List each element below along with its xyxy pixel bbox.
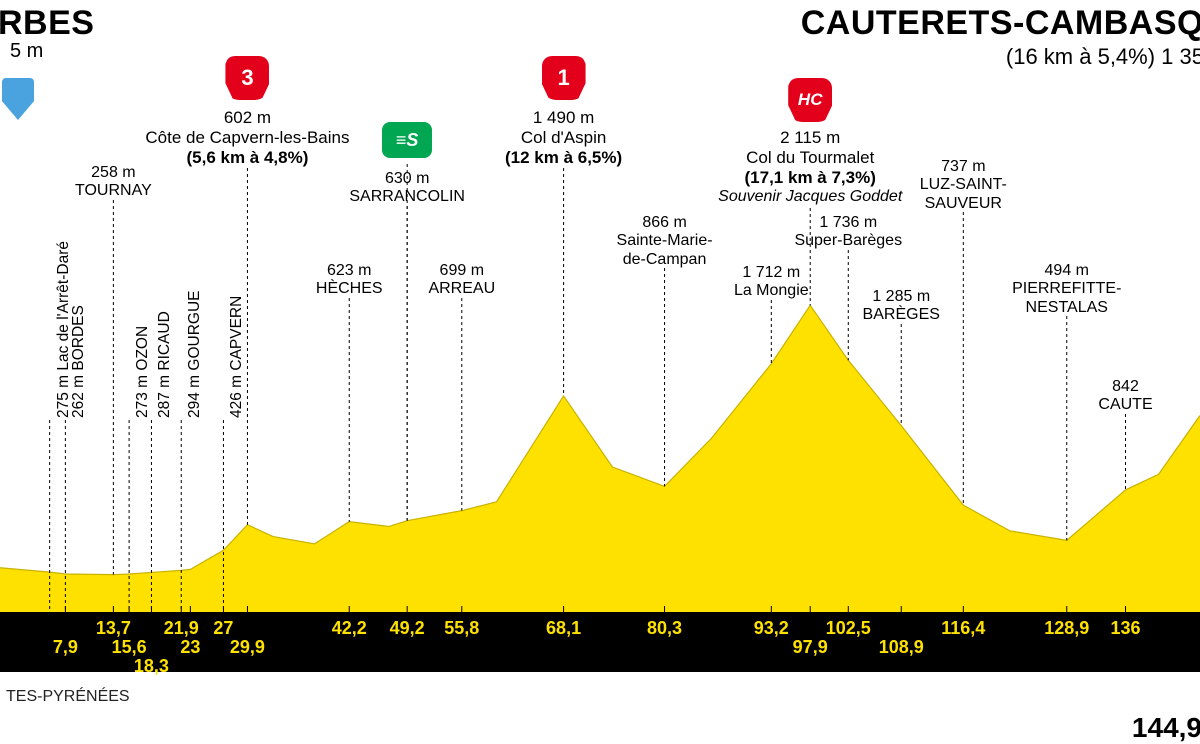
waypoint-7: 1 285 mBARÈGES — [821, 288, 981, 325]
start-city-title: RBES — [0, 4, 94, 43]
km-marker-3: 18,3 — [123, 656, 179, 677]
km-marker-5: 23 — [162, 637, 218, 658]
km-marker-1: 13,7 — [85, 618, 141, 639]
km-marker-12: 80,3 — [637, 618, 693, 639]
waypoint-3: 699 mARREAU — [382, 262, 542, 299]
km-marker-15: 102,5 — [820, 618, 876, 639]
total-distance: 144,9 — [1132, 712, 1200, 744]
finish-sub: (16 km à 5,4%) 1 35 — [1006, 44, 1200, 70]
km-marker-6: 27 — [195, 618, 251, 639]
km-marker-16: 108,9 — [873, 637, 929, 658]
km-marker-7: 29,9 — [219, 637, 275, 658]
vertical-town-1: 262 m BORDES — [70, 305, 88, 418]
climb-badge-0: 3 — [225, 56, 269, 100]
waypoint-10: 842CAUTE — [1046, 378, 1200, 415]
waypoint-0: 258 mTOURNAY — [33, 164, 193, 201]
climb-badge-1: 1 — [542, 56, 586, 100]
km-marker-9: 49,2 — [379, 618, 435, 639]
climb-label-0: 602 mCôte de Capvern-les-Bains(5,6 km à … — [117, 108, 377, 168]
climb-badge-2: HC — [788, 78, 832, 122]
vertical-town-4: 294 m GOURGUE — [186, 291, 204, 418]
vertical-town-5: 426 m CAPVERN — [228, 296, 246, 418]
vertical-town-2: 273 m OZON — [134, 326, 152, 418]
km-marker-14: 97,9 — [782, 637, 838, 658]
waypoint-6: 1 736 mSuper-Barèges — [768, 214, 928, 251]
waypoint-4: 866 mSainte-Marie-de-Campan — [585, 214, 745, 269]
km-marker-11: 68,1 — [536, 618, 592, 639]
vertical-town-3: 287 m RICAUD — [156, 311, 174, 418]
climb-label-1: 1 490 mCol d'Aspin(12 km à 6,5%) — [434, 108, 694, 168]
km-marker-10: 55,8 — [434, 618, 490, 639]
km-marker-8: 42,2 — [321, 618, 377, 639]
start-sub: 5 m — [10, 40, 43, 63]
waypoint-8: 737 mLUZ-SAINT-SAUVEUR — [883, 158, 1043, 213]
km-marker-17: 116,4 — [935, 618, 991, 639]
km-marker-13: 93,2 — [743, 618, 799, 639]
km-marker-2: 15,6 — [101, 637, 157, 658]
km-marker-0: 7,9 — [37, 637, 93, 658]
km-marker-18: 128,9 — [1039, 618, 1095, 639]
sprint-badge: ≡S — [382, 122, 432, 158]
finish-city-title: CAUTERETS-CAMBASQ — [801, 4, 1200, 43]
waypoint-2: 630 mSARRANCOLIN — [327, 170, 487, 207]
waypoint-9: 494 mPIERREFITTE-NESTALAS — [987, 262, 1147, 317]
region-label: TES-PYRÉNÉES — [6, 688, 130, 706]
km-marker-19: 136 — [1098, 618, 1154, 639]
